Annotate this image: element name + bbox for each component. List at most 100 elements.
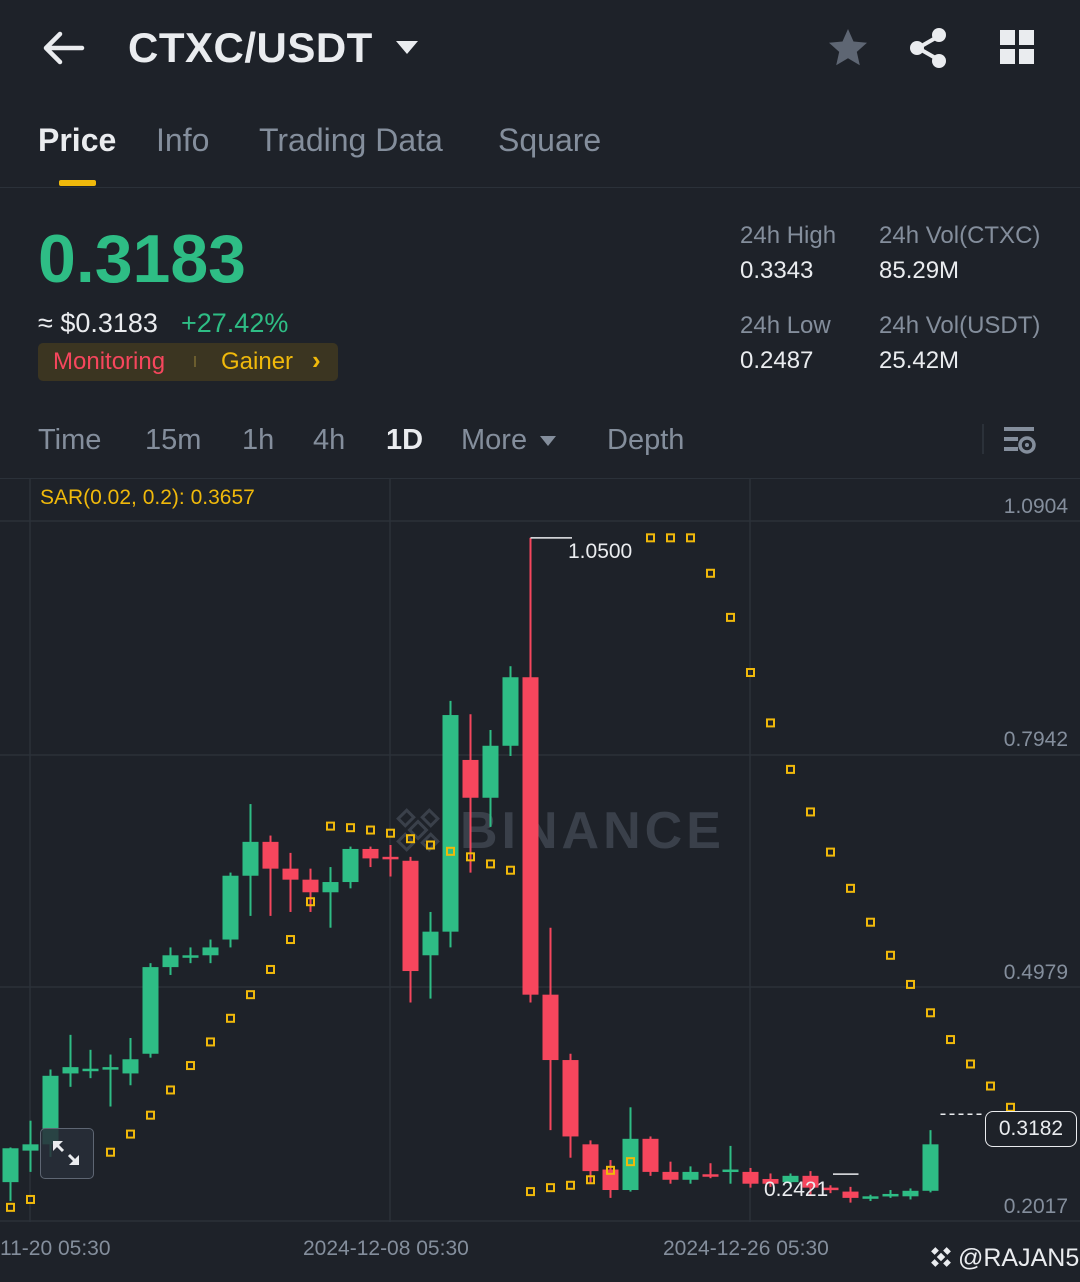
candle-body [882,1193,899,1197]
sar-dot [946,1035,955,1045]
favorite-button[interactable] [826,26,870,75]
sar-dot [806,807,815,817]
y-tick-label: 0.2017 [1003,1195,1068,1218]
candle-body [162,955,179,968]
candle-body [682,1171,699,1180]
candle-body [662,1171,679,1180]
high-value: 0.3343 [740,257,814,284]
binance-logo-icon [396,808,440,852]
sar-dot [886,950,895,960]
candle-body [862,1196,879,1199]
tag-separator [194,356,196,367]
candle-body [302,879,319,893]
candle-body [702,1174,719,1177]
sar-dot [346,823,355,833]
chart-divider [0,478,1080,479]
caret-down-icon [396,41,418,54]
sar-dot [666,533,675,543]
sar-dot [386,828,395,838]
sar-dot [686,533,695,543]
grid-menu-button[interactable] [998,28,1038,73]
tf-15m[interactable]: 15m [145,424,202,456]
fullscreen-button[interactable] [40,1128,94,1179]
candle-body [402,860,419,972]
sar-dot [826,847,835,857]
sar-dot [166,1085,175,1095]
sar-dot [226,1013,235,1023]
tf-1h[interactable]: 1h [242,424,275,456]
more-caret[interactable] [539,434,557,452]
candle-body [502,677,519,746]
sar-dot [326,821,335,831]
candle-body [142,967,159,1054]
candle-body [762,1178,779,1184]
candle-body [322,882,339,893]
tf-time[interactable]: Time [38,424,102,456]
sar-indicator-label: SAR(0.02, 0.2): 0.3657 [40,486,255,509]
sar-dot [506,865,515,875]
chart-settings-button[interactable] [1002,424,1038,463]
y-tick-label: 0.4979 [1003,961,1068,984]
share-button[interactable] [906,26,950,75]
tab-square[interactable]: Square [498,122,602,158]
sar-dot [926,1008,935,1018]
x-tick-label: 2024-12-08 05:30 [303,1237,469,1260]
tab-price[interactable]: Price [38,122,117,158]
candlestick-chart[interactable]: BINANCE [0,479,1080,1282]
logo-part [420,808,440,828]
sar-dot [286,935,295,945]
low-value: 0.2487 [740,347,814,374]
pair-dropdown[interactable] [394,38,420,61]
candle-body [222,875,239,940]
candle-body [82,1068,99,1072]
pair-title[interactable]: CTXC/USDT [128,24,373,71]
sar-dot [126,1129,135,1139]
sar-dot [586,1175,595,1185]
candle-body [442,715,459,932]
candle-body [62,1067,79,1074]
back-button[interactable] [38,26,88,70]
tf-4h[interactable]: 4h [313,424,346,456]
tf-1d[interactable]: 1D [386,424,424,456]
sar-dot [206,1037,215,1047]
candle-body [22,1144,39,1151]
sar-dot [646,533,655,543]
sar-dot [606,1165,615,1175]
high-label: 24h High [740,222,837,249]
tf-depth[interactable]: Depth [607,424,685,456]
active-tab-indicator [59,180,96,186]
tag-bar[interactable]: Monitoring Gainer › [38,343,338,381]
logo-part [396,808,416,828]
candle-body [422,931,439,956]
toolbar-separator [982,424,984,454]
arrow-left-icon [43,31,85,65]
sar-dot [1006,1102,1015,1112]
logo-part [396,832,416,852]
candle-body [282,868,299,880]
candle-body [42,1075,59,1145]
candle-body [742,1171,759,1184]
tab-info[interactable]: Info [156,122,210,158]
sar-dot [866,917,875,927]
gainer-tag: Gainer [221,348,294,375]
candle-body [262,841,279,869]
candle-body [582,1144,599,1172]
vol-base-value: 85.29M [879,257,960,284]
candle-body [2,1148,19,1183]
caret-down-icon [540,436,556,446]
low-label: 24h Low [740,312,831,339]
tab-trading-data[interactable]: Trading Data [259,122,443,158]
sar-dot [186,1061,195,1071]
share-icon [910,28,946,68]
sar-dot [786,764,795,774]
grid-icon [1000,30,1034,64]
sar-dot [846,883,855,893]
sar-dot [706,568,715,578]
monitoring-tag: Monitoring [53,348,166,375]
candle-body [342,848,359,883]
sar-dot [246,990,255,1000]
tf-more[interactable]: More [461,424,528,456]
last-price-marker[interactable]: 0.3182 [985,1111,1077,1147]
sar-dot [106,1147,115,1157]
sar-dot [306,897,315,907]
